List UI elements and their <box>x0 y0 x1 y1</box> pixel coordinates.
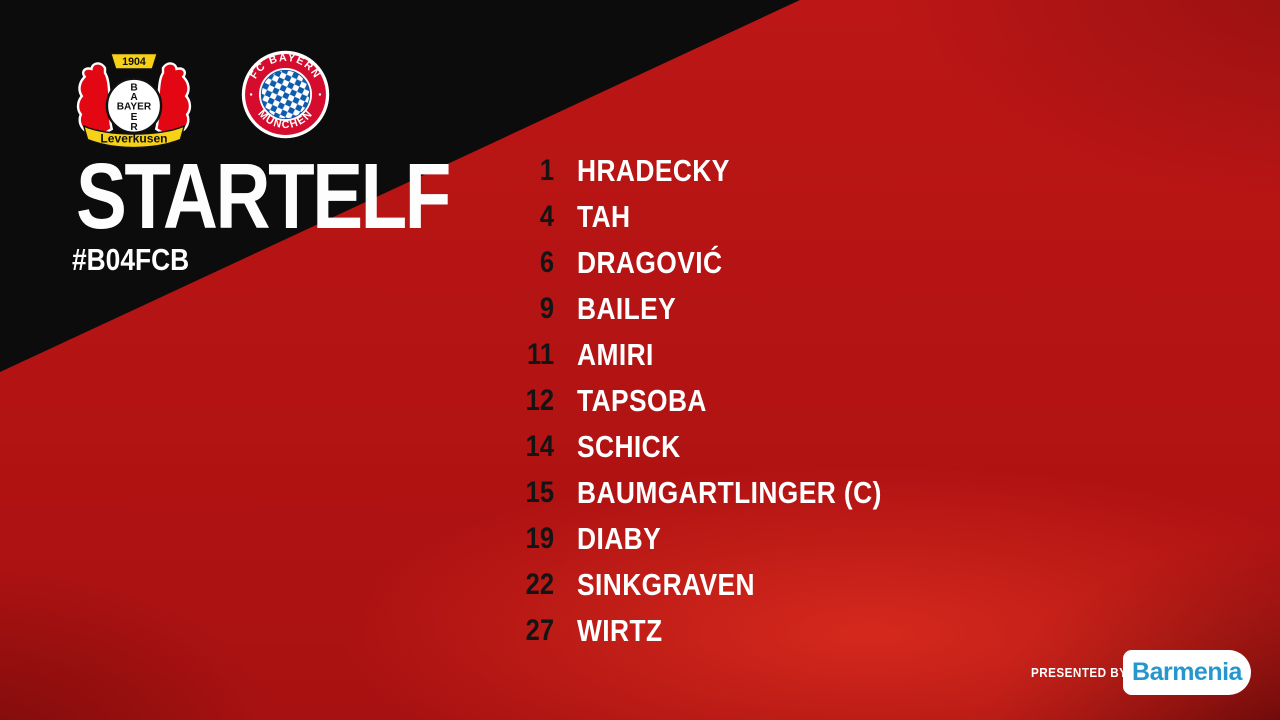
player-name: BAUMGARTLINGER (C) <box>577 475 882 510</box>
lineup-row: 9 BAILEY <box>0 286 694 332</box>
player-number: 1 <box>539 154 554 187</box>
lineup-row: 11 AMIRI <box>0 332 667 378</box>
ring-dot <box>318 93 322 96</box>
player-number: 4 <box>539 200 554 233</box>
player-number: 27 <box>525 614 554 647</box>
barmenia-wordmark: Barmenia <box>1132 658 1242 686</box>
lineup-row: 6 DRAGOVIĆ <box>0 240 748 286</box>
leverkusen-crest-icon: BAYER B A E R 1904 Leverkusen <box>76 52 192 149</box>
lineup-row: 15 BAUMGARTLINGER (C) <box>0 470 936 516</box>
year-banner <box>109 52 159 70</box>
bayern-crest-icon: FC BAYERN MÜNCHEN <box>241 50 330 139</box>
bayer-cross-letter: A <box>130 92 138 103</box>
player-name: DIABY <box>577 521 662 556</box>
lineup-row: 22 SINKGRAVEN <box>0 562 786 608</box>
lineup-row: 14 SCHICK <box>0 424 699 470</box>
player-number: 11 <box>527 338 554 371</box>
page-title: STARTELF <box>76 144 451 248</box>
player-name: DRAGOVIĆ <box>577 245 723 280</box>
bayer-cross-circle <box>105 77 163 135</box>
player-number: 14 <box>525 430 554 463</box>
lineup-row: 19 DIABY <box>0 516 676 562</box>
hashtag: #B04FCB <box>72 242 190 277</box>
player-number: 6 <box>539 246 554 279</box>
leverkusen-ribbon <box>82 124 186 149</box>
player-number: 22 <box>525 568 554 601</box>
lineup-row: 4 TAH <box>0 194 640 240</box>
bayer-cross-letter: E <box>131 112 138 123</box>
lineup-row: 27 WIRTZ <box>0 608 678 654</box>
player-name: SINKGRAVEN <box>577 567 755 602</box>
bayer-cross-horizontal: BAYER <box>117 102 152 113</box>
player-number: 12 <box>525 384 554 417</box>
year-label: 1904 <box>122 56 146 68</box>
player-name: SCHICK <box>577 429 681 464</box>
player-name: WIRTZ <box>577 613 663 648</box>
lineup-row: 12 TAPSOBA <box>0 378 730 424</box>
presented-by-label: PRESENTED BY <box>1031 665 1128 680</box>
ring-dot <box>249 93 253 96</box>
player-name: AMIRI <box>577 337 654 372</box>
rauten-pattern <box>260 69 311 120</box>
bayer-cross-letter: B <box>130 82 137 93</box>
lineup-row: 1 HRADECKY <box>0 148 757 194</box>
player-number: 19 <box>525 522 554 555</box>
player-name: BAILEY <box>577 291 677 326</box>
player-number: 15 <box>525 476 554 509</box>
player-name: HRADECKY <box>577 153 730 188</box>
player-name: TAPSOBA <box>577 383 707 418</box>
bayer-cross-letter: R <box>130 122 138 133</box>
leverkusen-label: Leverkusen <box>100 131 167 145</box>
player-number: 9 <box>539 292 554 325</box>
player-name: TAH <box>577 199 631 234</box>
barmenia-logo: Barmenia <box>1123 650 1251 695</box>
